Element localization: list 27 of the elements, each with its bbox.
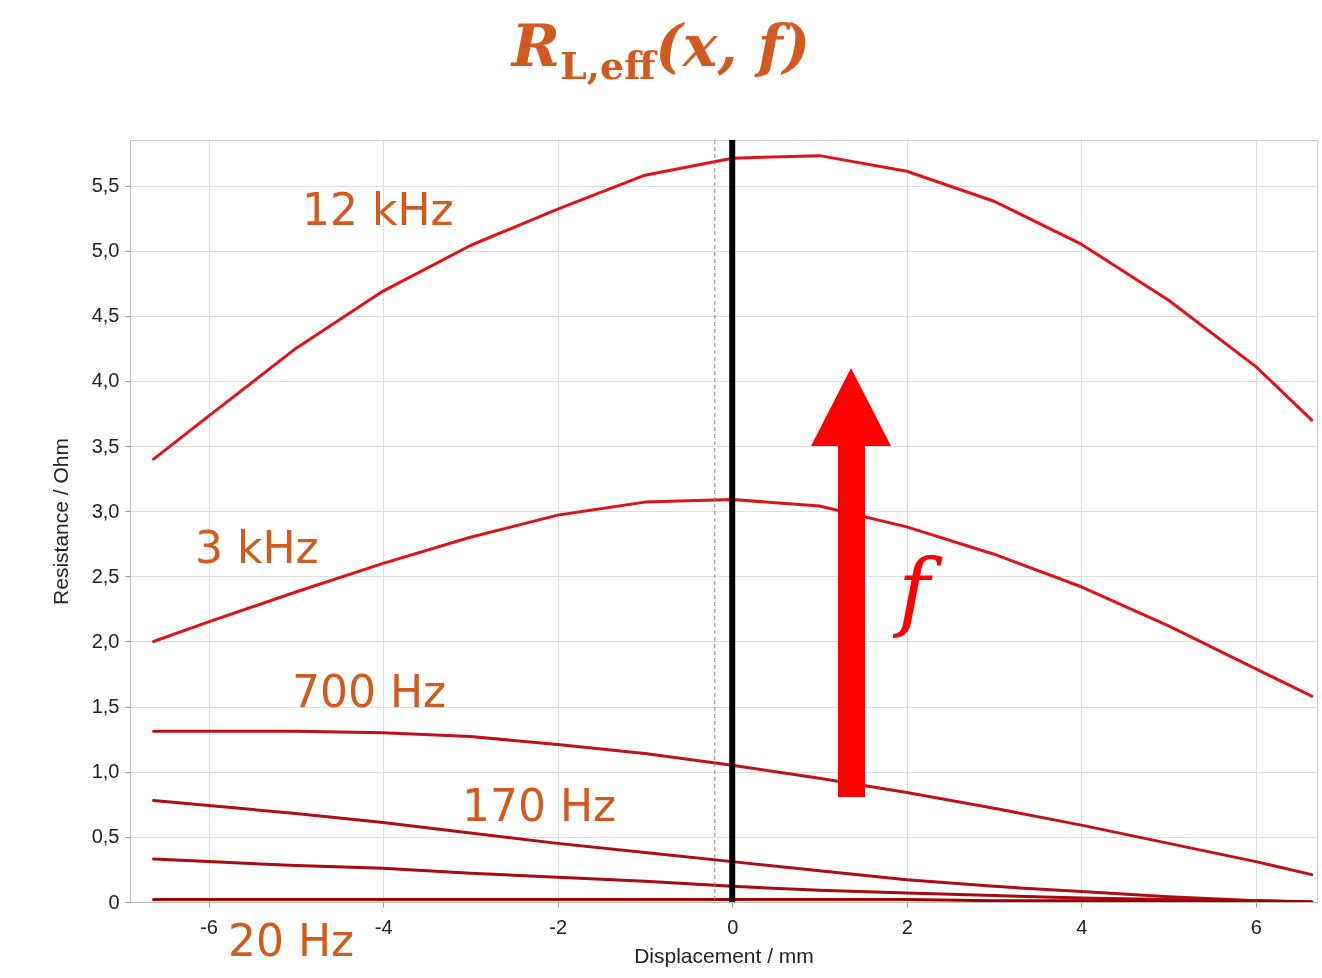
x-tick-label: 4 bbox=[1076, 915, 1088, 938]
x-tick-label: -2 bbox=[549, 915, 568, 938]
y-axis-title: Resistance / Ohm bbox=[48, 438, 72, 605]
x-tick-label: 6 bbox=[1250, 915, 1262, 938]
x-tick-label: -4 bbox=[374, 915, 393, 938]
annotation: 12 kHz bbox=[302, 184, 454, 235]
y-tick-label: 5,0 bbox=[91, 239, 120, 262]
x-tick-label: -6 bbox=[200, 915, 218, 938]
annotation: 3 kHz bbox=[195, 522, 319, 573]
y-tick-label: 1,0 bbox=[91, 760, 120, 783]
y-tick-label: 0 bbox=[108, 890, 120, 913]
x-axis-title: Displacement / mm bbox=[634, 943, 814, 967]
y-tick-label: 5,5 bbox=[91, 174, 120, 197]
y-tick-label: 2,0 bbox=[91, 629, 120, 652]
annotation: 700 Hz bbox=[292, 666, 447, 717]
y-tick-label: 1,5 bbox=[91, 695, 120, 718]
y-tick-label: 2,5 bbox=[91, 564, 120, 587]
y-tick-label: 3,5 bbox=[91, 434, 120, 457]
x-tick-label: 2 bbox=[901, 915, 913, 938]
annotation: 170 Hz bbox=[462, 780, 617, 831]
y-tick-label: 4,5 bbox=[91, 304, 120, 327]
chart-title: R$_{L,eff}$(x, f) bbox=[509, 12, 812, 88]
y-tick-label: 4,0 bbox=[91, 369, 120, 392]
y-tick-label: 3,0 bbox=[91, 499, 120, 522]
text: 20 Hz bbox=[228, 915, 355, 966]
y-tick-label: 0,5 bbox=[91, 825, 120, 848]
x-tick-label: 0 bbox=[727, 915, 739, 938]
